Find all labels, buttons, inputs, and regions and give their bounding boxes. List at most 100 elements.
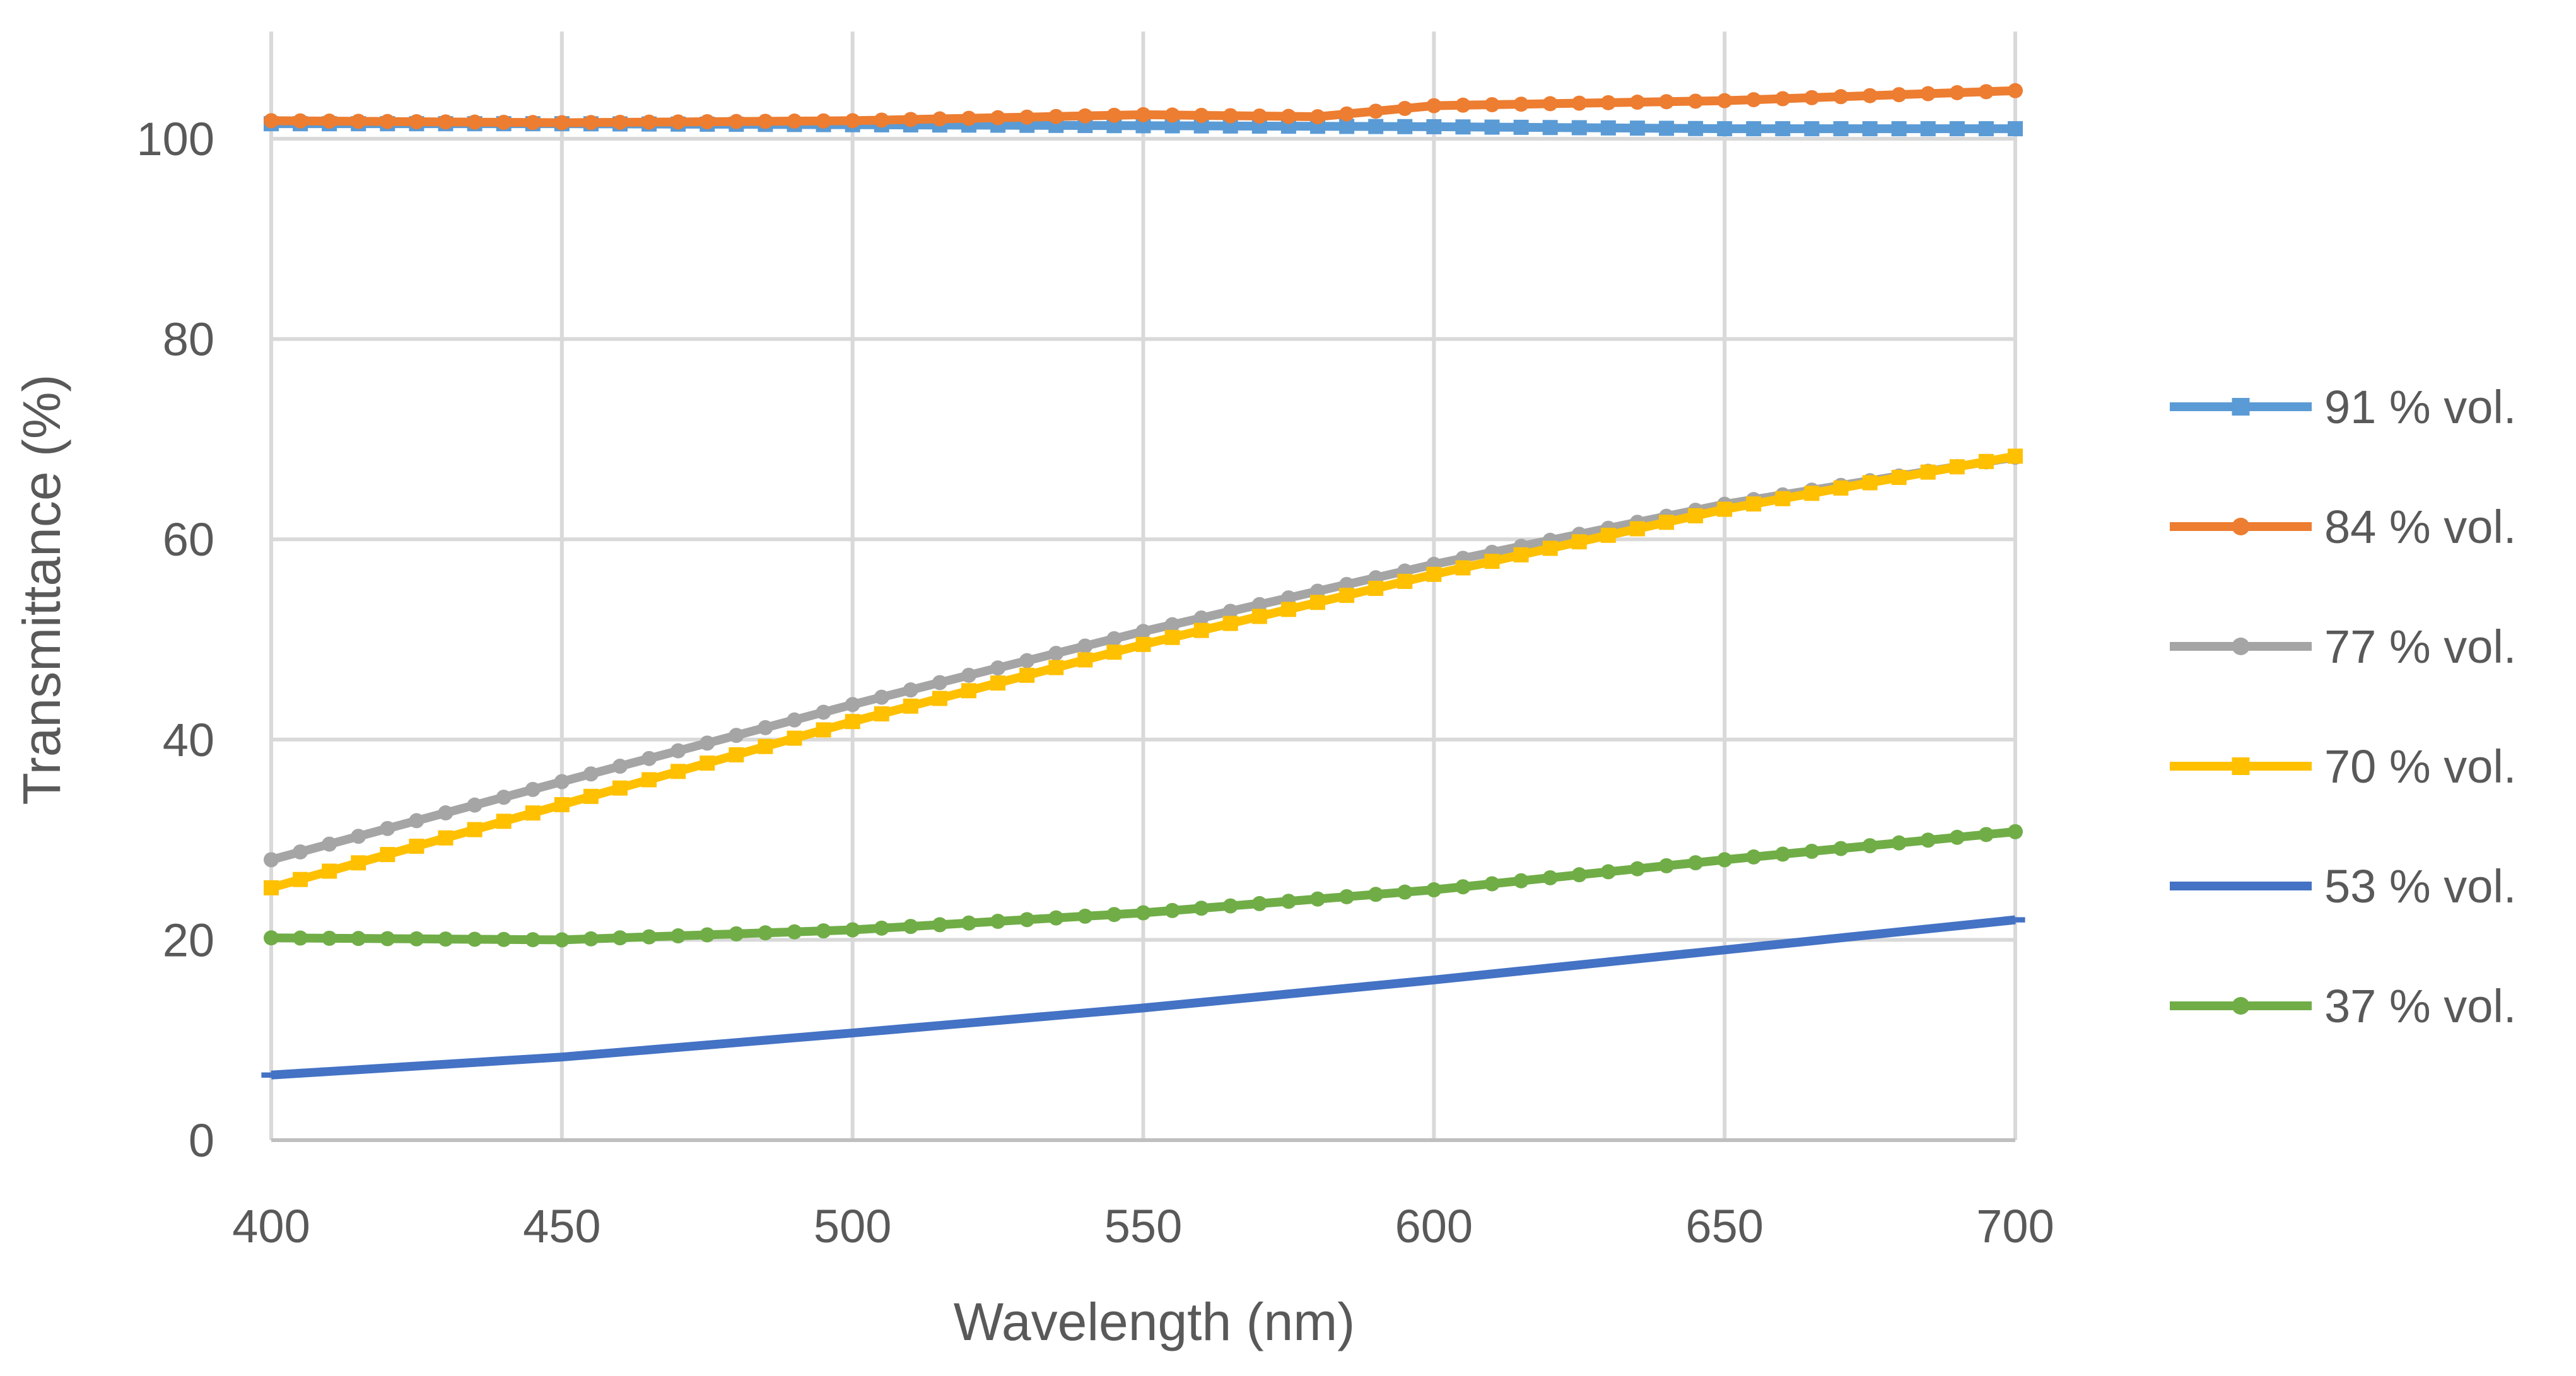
data-point [1397, 884, 1413, 900]
data-point [583, 766, 599, 782]
data-point [1075, 1010, 1095, 1016]
data-point [322, 930, 337, 946]
data-point [1746, 92, 1762, 108]
data-point [1221, 996, 1241, 1003]
data-point [1598, 959, 1619, 965]
data-point [1688, 508, 1704, 523]
data-point [1978, 84, 1994, 100]
data-point [1949, 829, 1965, 845]
data-point [758, 738, 773, 754]
data-point [1804, 90, 1820, 105]
data-point [1280, 894, 1296, 909]
legend-label: 53 % vol. [2324, 860, 2516, 912]
data-point [2232, 638, 2250, 655]
data-point [641, 114, 657, 130]
data-point [1106, 907, 1122, 923]
data-point [409, 838, 424, 854]
x-tick-label: 700 [1976, 1200, 2054, 1252]
data-point [1368, 887, 1384, 902]
data-point [409, 931, 424, 947]
data-point [816, 923, 831, 939]
data-point [932, 111, 947, 127]
y-tick-label: 60 [163, 513, 214, 566]
data-point [700, 735, 715, 751]
data-point [351, 855, 366, 871]
data-point [1891, 835, 1907, 851]
data-point [1426, 119, 1442, 134]
data-point [874, 706, 889, 721]
data-point [377, 1065, 397, 1071]
data-point [1019, 109, 1035, 125]
legend-label: 91 % vol. [2324, 381, 2516, 433]
data-point [351, 829, 366, 844]
data-point [1542, 540, 1558, 556]
data-point [1920, 86, 1936, 102]
data-point [1482, 971, 1502, 977]
data-point [1368, 103, 1384, 119]
data-point [1862, 88, 1878, 103]
series-37-vol- [264, 824, 2023, 948]
series-lines [261, 83, 2025, 1080]
data-point [322, 836, 337, 852]
data-point [1337, 986, 1357, 991]
gridlines [269, 32, 2017, 1142]
data-point [1804, 844, 1820, 860]
series-70-vol- [264, 448, 2023, 895]
data-point [1542, 96, 1558, 112]
data-point [1222, 108, 1238, 124]
data-point [1017, 1015, 1037, 1021]
data-point [583, 931, 599, 947]
data-point [816, 113, 831, 129]
data-point [1571, 120, 1587, 136]
y-tick-label: 0 [189, 1114, 214, 1167]
data-point [380, 820, 395, 836]
data-point [496, 931, 512, 947]
data-point [1193, 901, 1209, 916]
data-point [1106, 631, 1122, 646]
data-point [1339, 889, 1355, 904]
data-point [1978, 827, 1994, 843]
data-point [438, 830, 454, 846]
data-point [1133, 1005, 1154, 1011]
data-point [380, 847, 395, 863]
data-point [845, 113, 860, 129]
data-point [1659, 858, 1674, 873]
x-tick-label: 400 [232, 1200, 310, 1252]
data-point [1891, 121, 1907, 137]
data-point [1629, 521, 1645, 537]
data-point [554, 932, 570, 948]
data-point [1397, 119, 1413, 134]
data-point [496, 813, 512, 829]
data-point [670, 743, 686, 759]
legend-item: 53 % vol. [2170, 860, 2516, 912]
data-point [1511, 968, 1531, 974]
data-point [1048, 910, 1064, 926]
data-point [290, 1070, 310, 1076]
legend-item: 91 % vol. [2170, 381, 2516, 433]
y-tick-label: 80 [163, 313, 214, 366]
data-point [496, 114, 512, 130]
y-tick-label: 100 [137, 113, 214, 165]
data-point [1688, 93, 1704, 109]
data-point [1833, 89, 1849, 105]
data-point [496, 790, 512, 805]
data-point [697, 1042, 717, 1048]
data-point [1542, 870, 1558, 885]
data-point [525, 781, 541, 797]
data-point [1513, 96, 1529, 112]
data-point [1772, 941, 1793, 947]
data-point [784, 1035, 805, 1041]
data-point [1077, 908, 1093, 924]
data-point [1688, 855, 1704, 871]
data-point [2008, 824, 2023, 839]
data-point [2008, 448, 2023, 464]
x-axis-tick-labels: 400 450 500 550 600 650 700 [232, 1200, 2054, 1252]
data-point [612, 780, 628, 796]
data-point [467, 114, 483, 130]
data-point [261, 1072, 281, 1078]
data-point [1162, 1002, 1183, 1008]
data-point [961, 667, 976, 683]
legend-item: 77 % vol. [2170, 621, 2516, 673]
data-point [612, 930, 628, 946]
